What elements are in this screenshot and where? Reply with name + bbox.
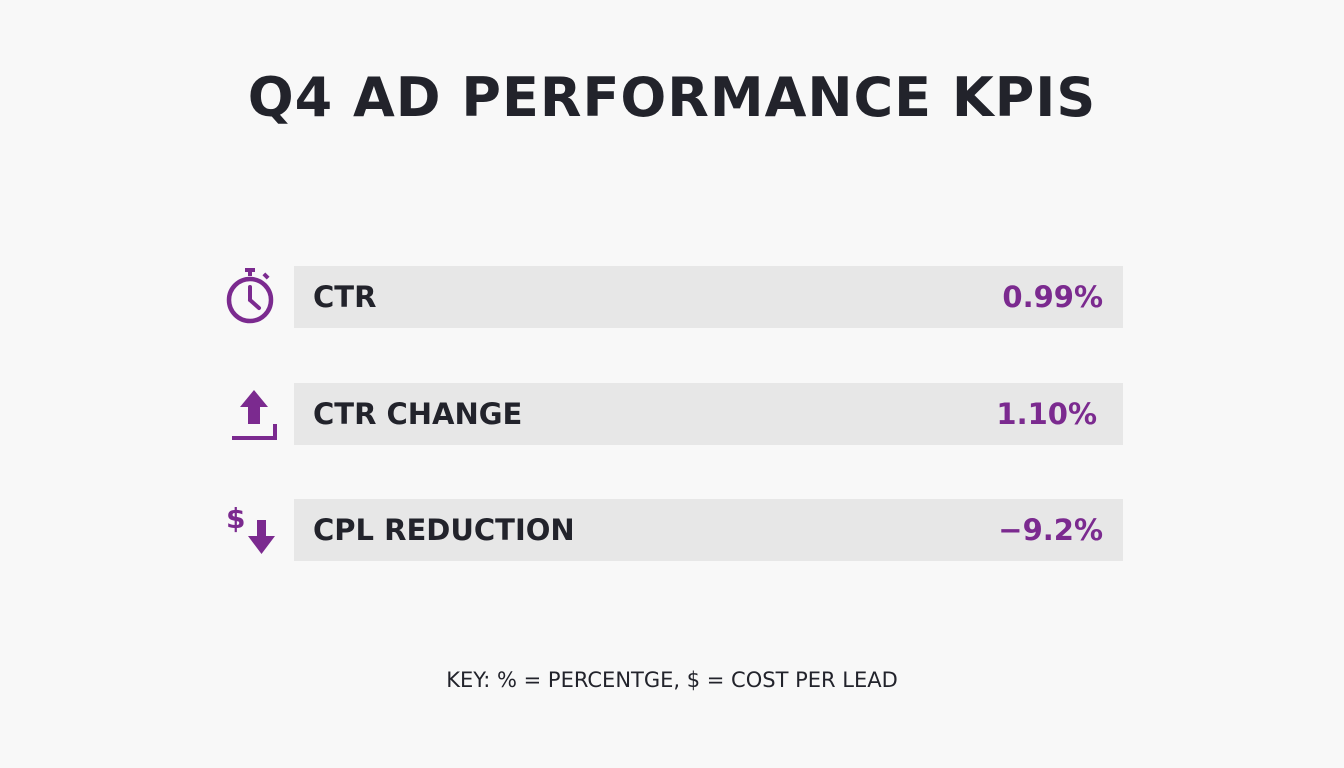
legend-key: KEY: % = PERCENTGE, $ = COST PER LEAD: [446, 668, 898, 692]
kpi-value: −9.2%: [998, 513, 1103, 547]
kpi-label: CPL REDUCTION: [313, 513, 575, 547]
kpi-bar: CTR CHANGE 1.10%: [294, 383, 1123, 445]
kpi-bar: CPL REDUCTION −9.2%: [294, 499, 1123, 561]
upload-arrow-icon: [220, 382, 280, 446]
kpi-row-ctr-change: CTR CHANGE 1.10%: [216, 382, 1126, 446]
kpi-row-cpl-reduction: $ CPL REDUCTION −9.2%: [216, 498, 1126, 562]
stopwatch-icon: [220, 265, 280, 329]
page-title: Q4 AD PERFORMANCE KPIS: [247, 66, 1097, 129]
kpi-row-ctr: CTR 0.99%: [216, 265, 1126, 329]
kpi-label: CTR: [313, 280, 377, 314]
dollar-down-arrow-icon: $: [220, 498, 280, 562]
kpi-value: 1.10%: [996, 397, 1097, 431]
kpi-bar: CTR 0.99%: [294, 266, 1123, 328]
kpi-value: 0.99%: [1002, 280, 1103, 314]
kpi-label: CTR CHANGE: [313, 397, 523, 431]
svg-text:$: $: [226, 502, 245, 535]
